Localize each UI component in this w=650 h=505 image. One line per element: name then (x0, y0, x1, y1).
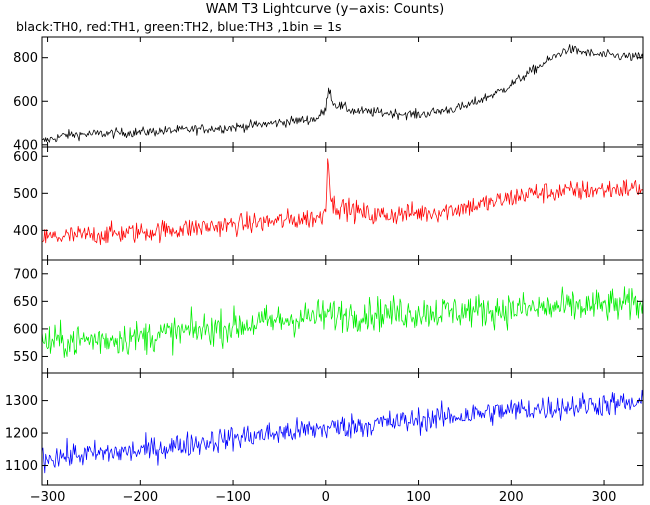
series-line-th1 (41, 158, 644, 246)
y-tick-label: 400 (13, 224, 38, 239)
x-tick-label: −300 (30, 490, 66, 505)
chart-subtitle: black:TH0, red:TH1, green:TH2, blue:TH3 … (16, 19, 342, 34)
series-line-th0 (41, 44, 644, 143)
y-tick-label: 700 (13, 267, 38, 282)
chart-title: WAM T3 Lightcurve (y−axis: Counts) (205, 2, 445, 17)
y-tick-label: 600 (13, 150, 38, 165)
y-tick-label: 1200 (5, 427, 38, 442)
series-line-th3 (41, 389, 644, 474)
y-tick-label: 800 (13, 51, 38, 66)
y-tick-label: 650 (13, 295, 38, 310)
y-tick-label: 500 (13, 187, 38, 202)
x-tick-label: −200 (122, 490, 158, 505)
y-tick-label: 550 (13, 350, 38, 365)
panel-frame-th2 (41, 259, 644, 374)
series-line-th2 (41, 286, 644, 358)
x-tick-label: 0 (322, 490, 330, 505)
panel-frame-th1 (41, 146, 644, 261)
panel-frame-th0 (41, 36, 644, 148)
x-tick-label: 300 (592, 490, 617, 505)
x-tick-label: 100 (406, 490, 431, 505)
y-tick-label: 400 (13, 138, 38, 153)
y-tick-label: 1300 (5, 394, 38, 409)
panel-frame-th3 (41, 372, 644, 486)
x-tick-label: 200 (499, 490, 524, 505)
y-tick-label: 600 (13, 322, 38, 337)
x-tick-label: −100 (215, 490, 251, 505)
y-tick-label: 600 (13, 95, 38, 110)
y-tick-label: 1100 (5, 459, 38, 474)
